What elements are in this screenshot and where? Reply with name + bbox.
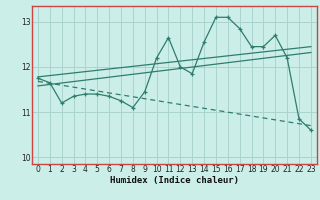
X-axis label: Humidex (Indice chaleur): Humidex (Indice chaleur)	[110, 176, 239, 185]
